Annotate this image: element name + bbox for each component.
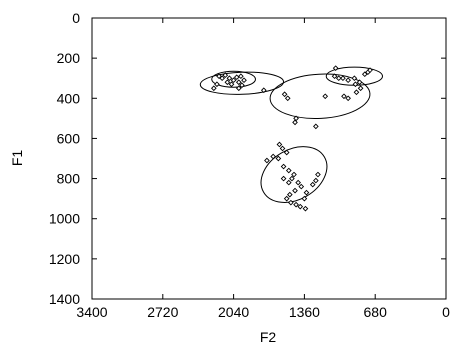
data-point-diamond [301, 195, 308, 202]
data-point-diamond [292, 119, 298, 126]
data-point-diamond [214, 81, 220, 88]
data-point-diamond [241, 77, 247, 84]
x-axis-label: F2 [260, 329, 277, 345]
data-point-diamond [353, 89, 360, 96]
data-point-diamond [367, 67, 373, 74]
y-tick-label: 400 [57, 90, 81, 106]
data-point-diamond [285, 167, 292, 174]
data-point-diamond [280, 163, 287, 170]
data-point-diamond [345, 77, 351, 84]
data-point-diamond [293, 201, 299, 208]
y-tick-label: 800 [57, 171, 81, 187]
data-point-diamond [284, 95, 291, 102]
data-point-diamond [210, 85, 217, 92]
data-point-diamond [275, 155, 282, 162]
data-point-diamond [313, 123, 319, 130]
data-point-diamond [291, 171, 297, 178]
y-tick-label: 1400 [49, 291, 80, 307]
data-point-diamond [264, 157, 270, 164]
plot-frame [91, 17, 447, 300]
y-tick-label: 0 [72, 10, 80, 26]
data-point-diamond [356, 79, 363, 86]
data-point-diamond [260, 87, 267, 94]
data-point-diamond [219, 75, 225, 82]
x-tick-label: 1360 [289, 304, 320, 320]
data-point-diamond [216, 73, 222, 80]
data-point-diamond [279, 145, 286, 152]
data-point-diamond [313, 177, 319, 184]
data-point-diamond [352, 81, 359, 88]
x-tick-label: 680 [364, 304, 388, 320]
data-point-diamond [361, 71, 368, 78]
x-tick-label: 2040 [218, 304, 249, 320]
x-tick-label: 0 [442, 304, 450, 320]
ellipses-layer [199, 66, 383, 203]
data-point-diamond [280, 175, 287, 182]
data-point-diamond [233, 74, 240, 81]
data-point-diamond [331, 73, 338, 80]
ticks-layer: 3400 2720 2040 1360 680 0 0 200 400 600 800 1000 120… [49, 10, 450, 320]
data-point-diamond [302, 205, 309, 212]
data-point-diamond [235, 85, 242, 92]
x-tick-label: 2720 [147, 304, 178, 320]
data-point-diamond [309, 181, 316, 188]
data-point-diamond [335, 75, 342, 82]
data-point-diamond [283, 195, 290, 202]
data-point-diamond [224, 79, 231, 86]
data-point-diamond [322, 93, 329, 100]
data-point-diamond [228, 81, 235, 88]
cluster-ellipse [260, 146, 328, 203]
y-tick-label: 200 [57, 50, 81, 66]
data-point-diamond [289, 175, 295, 182]
data-point-diamond [315, 171, 321, 178]
data-point-diamond [270, 153, 277, 160]
data-point-diamond [281, 91, 288, 98]
cluster-ellipse [269, 73, 371, 119]
data-point-diamond [295, 179, 301, 186]
data-point-diamond [332, 65, 339, 72]
points-layer [210, 65, 373, 212]
cluster-ellipse [211, 70, 256, 88]
cluster-ellipse [199, 71, 285, 95]
y-tick-label: 1000 [49, 211, 80, 227]
data-point-diamond [292, 187, 298, 194]
data-point-diamond [293, 115, 299, 122]
data-point-diamond [222, 72, 229, 79]
data-point-diamond [235, 79, 242, 86]
data-point-diamond [238, 73, 244, 80]
data-point-diamond [303, 189, 310, 196]
data-point-diamond [288, 199, 294, 206]
data-point-diamond [239, 82, 245, 89]
data-point-diamond [230, 77, 237, 84]
data-point-diamond [345, 95, 351, 102]
data-point-diamond [286, 191, 293, 198]
y-axis-label: F1 [9, 150, 25, 167]
data-point-diamond [283, 149, 290, 156]
data-point-diamond [341, 93, 347, 100]
data-point-diamond [298, 183, 305, 190]
data-point-diamond [276, 141, 283, 148]
data-point-diamond [357, 85, 364, 92]
y-tick-label: 1200 [49, 251, 80, 267]
data-point-diamond [285, 179, 292, 186]
x-tick-label: 3400 [76, 304, 107, 320]
data-point-diamond [297, 203, 304, 210]
data-point-diamond [351, 75, 358, 82]
data-point-diamond [340, 75, 346, 82]
data-point-diamond [226, 75, 233, 82]
y-tick-label: 600 [57, 130, 81, 146]
